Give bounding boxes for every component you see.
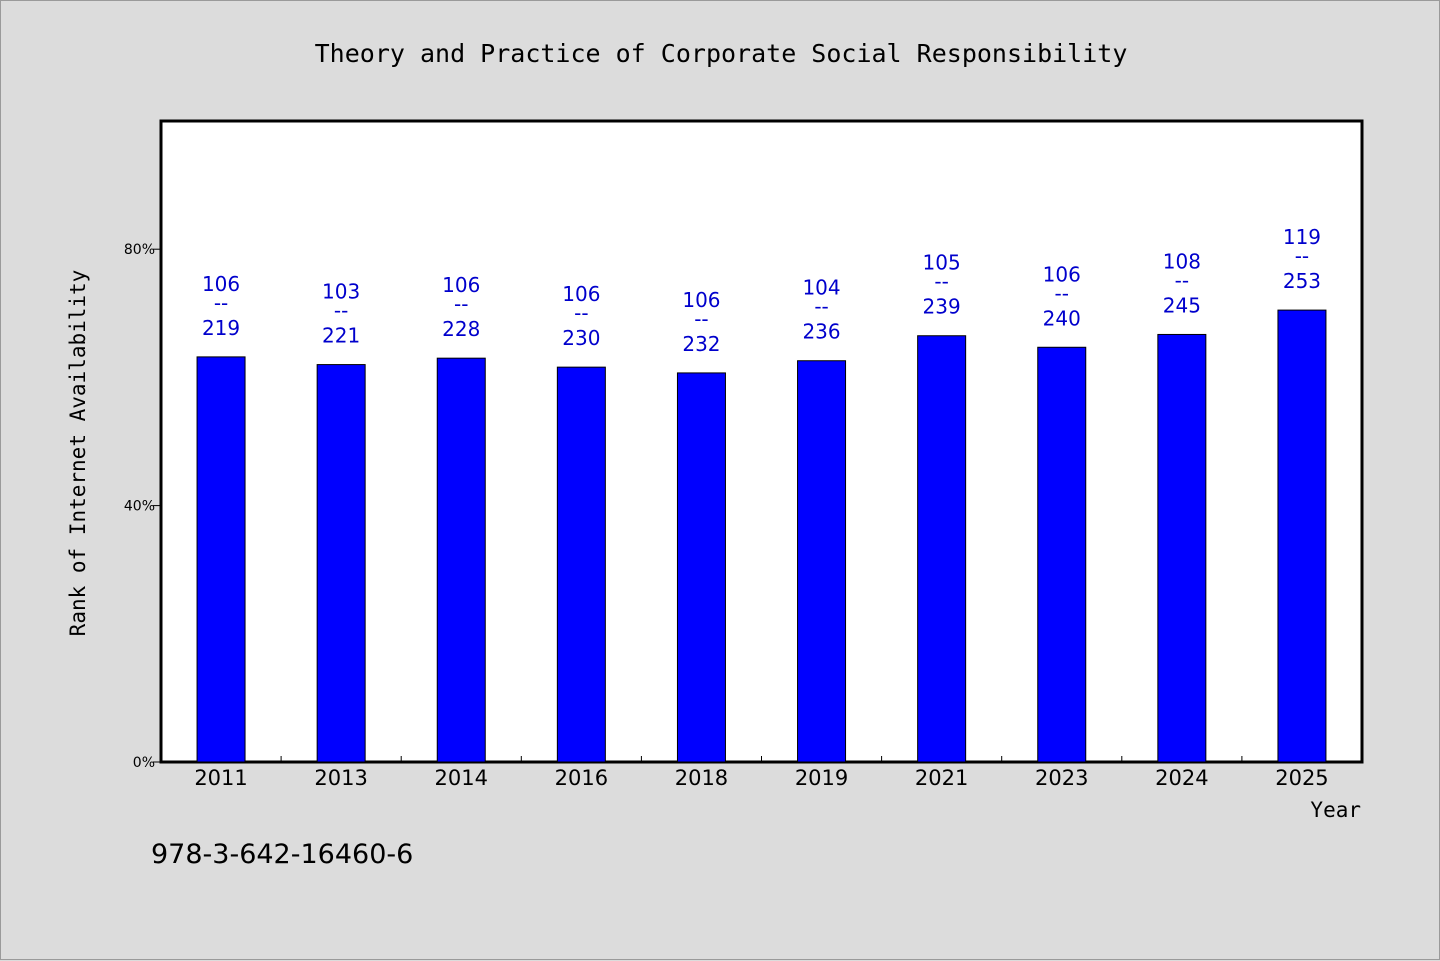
y-axis-ticks: 0% 40% 80% — [124, 242, 161, 771]
data-label-bottom: 236 — [802, 320, 840, 344]
data-label-bottom: 239 — [923, 295, 961, 319]
data-label-sep: -- — [1175, 268, 1189, 292]
bars-group — [196, 309, 1327, 763]
data-label-sep: -- — [334, 299, 348, 323]
x-axis-label: Year — [1310, 798, 1361, 822]
data-labels-group: 106--219103--221106--228106--230106--232… — [202, 225, 1321, 356]
data-label-top: 106 — [442, 273, 480, 297]
x-tick-label: 2011 — [194, 766, 247, 790]
y-tick-label: 0% — [133, 755, 155, 771]
x-tick-label: 2024 — [1155, 766, 1208, 790]
x-tick-label: 2023 — [1035, 766, 1088, 790]
chart-title: Theory and Practice of Corporate Social … — [315, 39, 1128, 68]
y-axis-label: Rank of Internet Availability — [66, 270, 90, 637]
data-label-bottom: 230 — [562, 326, 600, 350]
isbn-footer: 978-3-642-16460-6 — [151, 839, 413, 870]
x-tick-label: 2013 — [314, 766, 367, 790]
data-label-bottom: 245 — [1163, 293, 1201, 317]
x-tick-label: 2014 — [435, 766, 488, 790]
data-label-sep: -- — [1295, 244, 1309, 268]
data-label-top: 106 — [1043, 262, 1081, 286]
data-label-top: 119 — [1283, 225, 1321, 249]
bar-2013 — [316, 364, 366, 763]
x-tick-label: 2018 — [675, 766, 728, 790]
data-label-bottom: 219 — [202, 316, 240, 340]
bar-2011 — [196, 356, 246, 763]
x-axis-ticks: 2011 2013 2014 2016 2018 2019 2021 2023 2024 2025 — [194, 756, 1329, 790]
bar-2021 — [917, 335, 967, 763]
bar-2019 — [797, 360, 847, 763]
data-label-sep: -- — [454, 292, 468, 316]
data-label-sep: -- — [934, 270, 948, 294]
bar-2018 — [676, 372, 726, 763]
bar-2023 — [1037, 346, 1087, 763]
y-tick-label: 40% — [124, 499, 155, 515]
bar-2025 — [1277, 309, 1327, 763]
data-label-bottom: 228 — [442, 317, 480, 341]
bar-2014 — [436, 357, 486, 763]
data-label-top: 105 — [923, 251, 961, 275]
data-label-top: 108 — [1163, 249, 1201, 273]
data-label-sep: -- — [1055, 281, 1069, 305]
bar-2024 — [1157, 333, 1207, 763]
x-tick-label: 2025 — [1275, 766, 1328, 790]
x-tick-label: 2016 — [555, 766, 608, 790]
bar-2016 — [556, 366, 606, 763]
data-label-sep: -- — [214, 291, 228, 315]
data-label-top: 106 — [562, 282, 600, 306]
data-label-bottom: 240 — [1043, 306, 1081, 330]
x-tick-label: 2019 — [795, 766, 848, 790]
data-label-top: 106 — [202, 272, 240, 296]
data-label-sep: -- — [814, 295, 828, 319]
data-label-bottom: 232 — [682, 332, 720, 356]
data-label-bottom: 221 — [322, 324, 360, 348]
data-label-top: 104 — [802, 276, 840, 300]
data-label-top: 106 — [682, 288, 720, 312]
x-tick-label: 2021 — [915, 766, 968, 790]
data-label-top: 103 — [322, 280, 360, 304]
data-label-bottom: 253 — [1283, 269, 1321, 293]
data-label-sep: -- — [574, 301, 588, 325]
data-label-sep: -- — [694, 307, 708, 331]
y-tick-label: 80% — [124, 242, 155, 258]
